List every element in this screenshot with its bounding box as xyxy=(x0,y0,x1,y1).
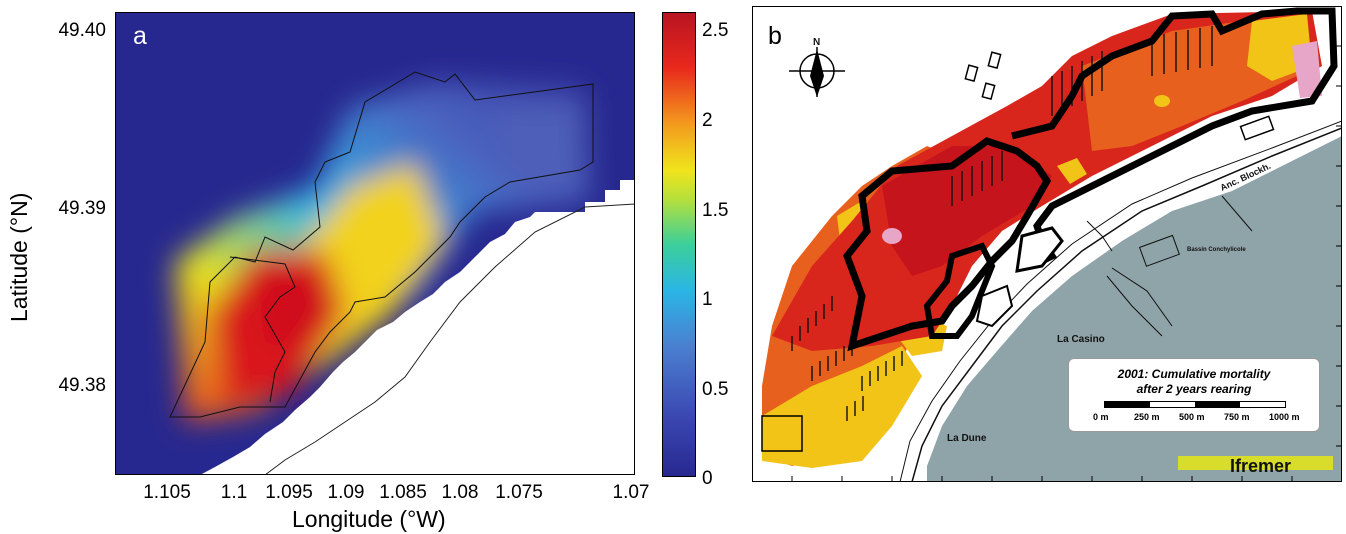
map-frame xyxy=(115,12,635,475)
coastline xyxy=(264,203,635,475)
shoreline xyxy=(911,127,1342,482)
legend-title: 2001: Cumulative mortality xyxy=(1117,367,1271,381)
panel-a-map xyxy=(115,12,635,475)
scale-label: 500 m xyxy=(1179,412,1205,422)
x-tick-label: 1.08 xyxy=(441,482,479,503)
north-arrow-icon: N xyxy=(789,37,845,97)
colorbar-tick-label: 2 xyxy=(702,110,713,131)
north-label: N xyxy=(813,37,820,48)
parcel-hatching xyxy=(791,26,1213,421)
y-tick-label: 49.38 xyxy=(58,375,106,396)
scale-label: 750 m xyxy=(1224,412,1250,422)
colorbar-tick-label: 0.5 xyxy=(702,379,729,400)
x-tick-label: 1.09 xyxy=(327,482,365,503)
place-name: La Dune xyxy=(947,433,987,444)
y-tick-label: 49.39 xyxy=(58,198,106,219)
x-tick-label: 1.075 xyxy=(495,482,543,503)
place-name: La Casino xyxy=(1057,334,1105,345)
x-tick-label: 1.085 xyxy=(379,482,427,503)
x-tick-label: 1.07 xyxy=(612,482,650,503)
legend-subtitle: after 2 years rearing xyxy=(1136,382,1252,396)
scale-label: 0 m xyxy=(1093,412,1109,422)
ifremer-logo-text: Ifremer xyxy=(1230,456,1292,476)
mortality-field xyxy=(175,82,590,422)
colorbar-tick-label: 1 xyxy=(702,289,713,310)
colorbar-tick-label: 2.5 xyxy=(702,20,729,41)
scale-label: 250 m xyxy=(1134,412,1160,422)
x-axis-title: Longitude (°W) xyxy=(292,506,446,532)
colorbar-tick-label: 0 xyxy=(702,468,713,489)
pink-zone xyxy=(1292,41,1322,98)
x-tick-label: 1.1 xyxy=(220,482,248,503)
x-tick-label: 1.105 xyxy=(143,482,191,503)
scale-label: 1000 m xyxy=(1269,412,1300,422)
panel-b-label: b xyxy=(768,22,782,50)
scale-bar xyxy=(1104,401,1286,408)
x-tick-label: 1.095 xyxy=(265,482,313,503)
colorbar-tick-label: 1.5 xyxy=(702,200,729,221)
panel-a-label: a xyxy=(133,22,147,50)
concession-inner-outline xyxy=(229,256,296,403)
concession-outline xyxy=(169,71,594,418)
concession-thick-outline xyxy=(843,137,1052,352)
y-tick-label: 49.40 xyxy=(58,20,106,41)
ifremer-logo xyxy=(1178,456,1333,470)
y-axis-title: Latitude (°N) xyxy=(6,192,32,322)
place-name: Bassin Conchylicole xyxy=(1187,247,1246,253)
legend-box: 2001: Cumulative mortality after 2 years… xyxy=(1068,358,1320,432)
land-area xyxy=(200,180,635,475)
colorbar xyxy=(662,12,696,477)
